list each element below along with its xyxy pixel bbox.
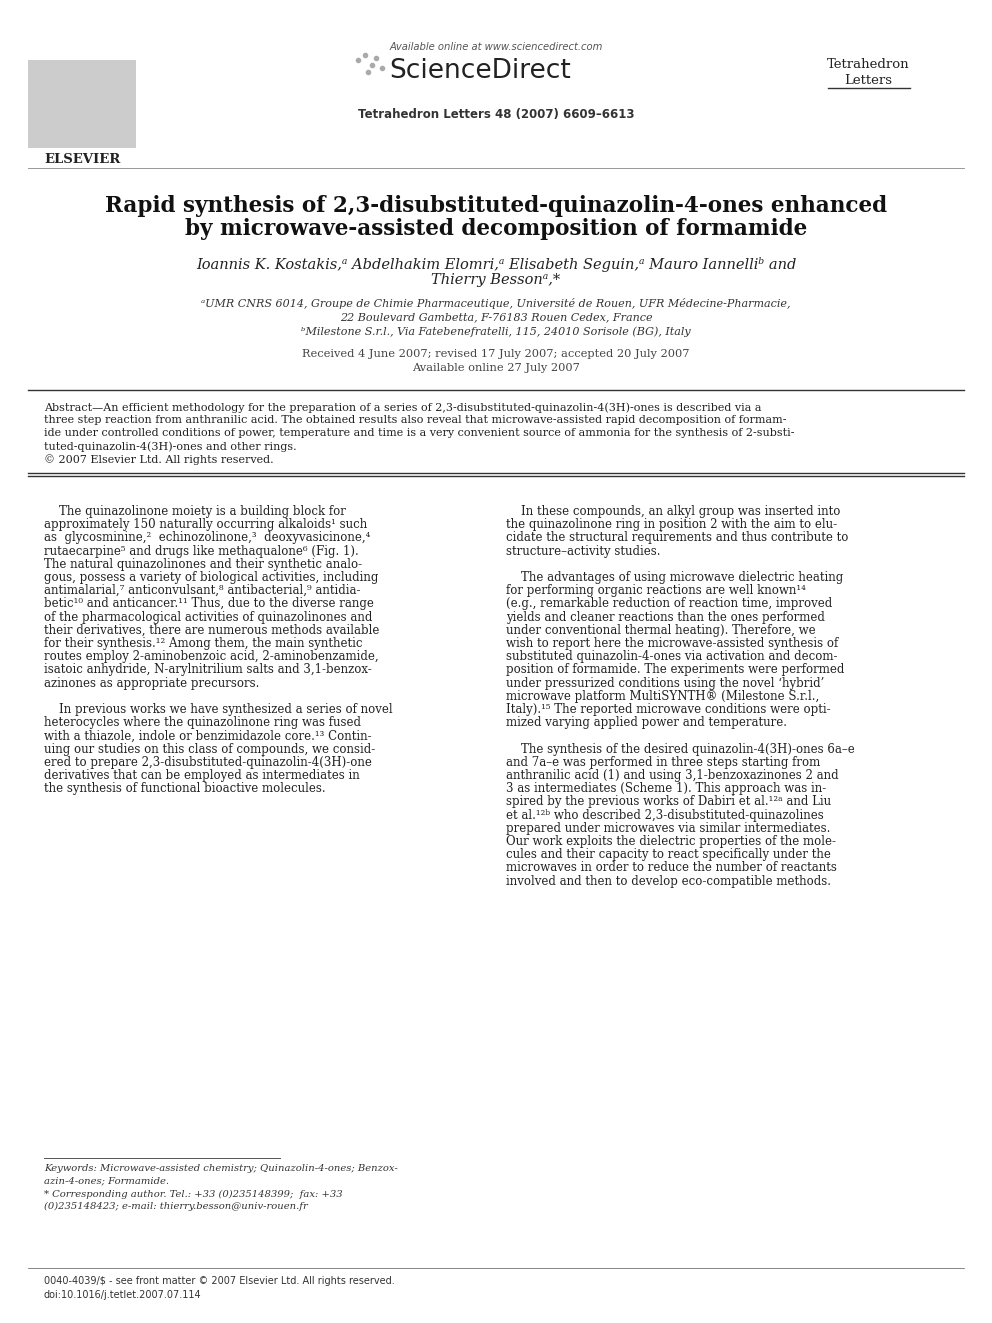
Text: Rapid synthesis of 2,3-disubstituted-quinazolin-4-ones enhanced: Rapid synthesis of 2,3-disubstituted-qui…: [105, 194, 887, 217]
Text: the synthesis of functional bioactive molecules.: the synthesis of functional bioactive mo…: [44, 782, 325, 795]
Text: structure–activity studies.: structure–activity studies.: [506, 545, 661, 557]
Text: microwave platform MultiSYNTH® (Milestone S.r.l.,: microwave platform MultiSYNTH® (Mileston…: [506, 689, 819, 703]
Text: Thierry Bessonᵃ,*: Thierry Bessonᵃ,*: [432, 273, 560, 287]
Text: wish to report here the microwave-assisted synthesis of: wish to report here the microwave-assist…: [506, 636, 838, 650]
Text: ELSEVIER: ELSEVIER: [44, 153, 120, 165]
Bar: [28, 60, 136, 148]
Text: for performing organic reactions are well known¹⁴: for performing organic reactions are wel…: [506, 585, 806, 597]
Text: azinones as appropriate precursors.: azinones as appropriate precursors.: [44, 676, 259, 689]
Text: Available online 27 July 2007: Available online 27 July 2007: [412, 363, 580, 373]
Text: uing our studies on this class of compounds, we consid-: uing our studies on this class of compou…: [44, 742, 375, 755]
Text: ᵃUMR CNRS 6014, Groupe de Chimie Pharmaceutique, Université de Rouen, UFR Médeci: ᵃUMR CNRS 6014, Groupe de Chimie Pharmac…: [201, 298, 791, 310]
Text: approximately 150 naturally occurring alkaloids¹ such: approximately 150 naturally occurring al…: [44, 519, 367, 532]
Text: derivatives that can be employed as intermediates in: derivatives that can be employed as inte…: [44, 769, 360, 782]
Text: by microwave-assisted decomposition of formamide: by microwave-assisted decomposition of f…: [185, 218, 807, 239]
Text: et al.¹²ᵇ who described 2,3-disubstituted-quinazolines: et al.¹²ᵇ who described 2,3-disubstitute…: [506, 808, 823, 822]
Text: The natural quinazolinones and their synthetic analo-: The natural quinazolinones and their syn…: [44, 558, 362, 570]
Text: azin-4-ones; Formamide.: azin-4-ones; Formamide.: [44, 1176, 169, 1185]
Text: involved and then to develop eco-compatible methods.: involved and then to develop eco-compati…: [506, 875, 831, 888]
Text: ered to prepare 2,3-disubstituted-quinazolin-4(3H)-one: ered to prepare 2,3-disubstituted-quinaz…: [44, 755, 372, 769]
Text: under conventional thermal heating). Therefore, we: under conventional thermal heating). The…: [506, 624, 815, 636]
Text: Ioannis K. Kostakis,ᵃ Abdelhakim Elomri,ᵃ Elisabeth Seguin,ᵃ Mauro Iannelliᵇ and: Ioannis K. Kostakis,ᵃ Abdelhakim Elomri,…: [195, 257, 797, 273]
Text: The advantages of using microwave dielectric heating: The advantages of using microwave dielec…: [506, 572, 843, 583]
Text: cidate the structural requirements and thus contribute to: cidate the structural requirements and t…: [506, 532, 848, 544]
Text: (e.g., remarkable reduction of reaction time, improved: (e.g., remarkable reduction of reaction …: [506, 598, 832, 610]
Text: and 7a–e was performed in three steps starting from: and 7a–e was performed in three steps st…: [506, 755, 820, 769]
Text: Keywords: Microwave-assisted chemistry; Quinazolin-4-ones; Benzox-: Keywords: Microwave-assisted chemistry; …: [44, 1164, 398, 1174]
Text: isatoic anhydride, N-arylnitrilium salts and 3,1-benzox-: isatoic anhydride, N-arylnitrilium salts…: [44, 663, 372, 676]
Text: yields and cleaner reactions than the ones performed: yields and cleaner reactions than the on…: [506, 611, 825, 623]
Text: the quinazolinone ring in position 2 with the aim to elu-: the quinazolinone ring in position 2 wit…: [506, 519, 837, 532]
Text: Our work exploits the dielectric properties of the mole-: Our work exploits the dielectric propert…: [506, 835, 836, 848]
Text: * Corresponding author. Tel.: +33 (0)235148399;  fax: +33: * Corresponding author. Tel.: +33 (0)235…: [44, 1189, 342, 1199]
Text: Italy).¹⁵ The reported microwave conditions were opti-: Italy).¹⁵ The reported microwave conditi…: [506, 703, 830, 716]
Text: anthranilic acid (1) and using 3,1-benzoxazinones 2 and: anthranilic acid (1) and using 3,1-benzo…: [506, 769, 838, 782]
Text: 0040-4039/$ - see front matter © 2007 Elsevier Ltd. All rights reserved.: 0040-4039/$ - see front matter © 2007 El…: [44, 1275, 395, 1286]
Text: In previous works we have synthesized a series of novel: In previous works we have synthesized a …: [44, 703, 393, 716]
Text: of the pharmacological activities of quinazolinones and: of the pharmacological activities of qui…: [44, 611, 372, 623]
Text: 22 Boulevard Gambetta, F-76183 Rouen Cedex, France: 22 Boulevard Gambetta, F-76183 Rouen Ced…: [339, 312, 653, 321]
Text: prepared under microwaves via similar intermediates.: prepared under microwaves via similar in…: [506, 822, 830, 835]
Text: rutaecarpine⁵ and drugs like methaqualone⁶ (Fig. 1).: rutaecarpine⁵ and drugs like methaqualon…: [44, 545, 359, 557]
Text: ᵇMilestone S.r.l., Via Fatebenefratelli, 115, 24010 Sorisole (BG), Italy: ᵇMilestone S.r.l., Via Fatebenefratelli,…: [302, 325, 690, 336]
Text: three step reaction from anthranilic acid. The obtained results also reveal that: three step reaction from anthranilic aci…: [44, 415, 787, 425]
Text: as  glycosminine,²  echinozolinone,³  deoxyvasicinone,⁴: as glycosminine,² echinozolinone,³ deoxy…: [44, 532, 370, 544]
Text: The quinazolinone moiety is a building block for: The quinazolinone moiety is a building b…: [44, 505, 346, 519]
Text: their derivatives, there are numerous methods available: their derivatives, there are numerous me…: [44, 624, 379, 636]
Text: microwaves in order to reduce the number of reactants: microwaves in order to reduce the number…: [506, 861, 837, 875]
Text: routes employ 2-aminobenzoic acid, 2-aminobenzamide,: routes employ 2-aminobenzoic acid, 2-ami…: [44, 650, 379, 663]
Text: position of formamide. The experiments were performed: position of formamide. The experiments w…: [506, 663, 844, 676]
Text: for their synthesis.¹² Among them, the main synthetic: for their synthesis.¹² Among them, the m…: [44, 636, 362, 650]
Text: Tetrahedron Letters 48 (2007) 6609–6613: Tetrahedron Letters 48 (2007) 6609–6613: [358, 108, 634, 120]
Text: Tetrahedron: Tetrahedron: [826, 58, 910, 71]
Text: (0)235148423; e-mail: thierry.besson@univ-rouen.fr: (0)235148423; e-mail: thierry.besson@uni…: [44, 1203, 308, 1211]
Text: The synthesis of the desired quinazolin-4(3H)-ones 6a–e: The synthesis of the desired quinazolin-…: [506, 742, 855, 755]
Text: Abstract—An efficient methodology for the preparation of a series of 2,3-disubst: Abstract—An efficient methodology for th…: [44, 402, 762, 413]
Text: 3 as intermediates (Scheme 1). This approach was in-: 3 as intermediates (Scheme 1). This appr…: [506, 782, 826, 795]
Text: heterocycles where the quinazolinone ring was fused: heterocycles where the quinazolinone rin…: [44, 716, 361, 729]
Text: tuted-quinazolin-4(3H)-ones and other rings.: tuted-quinazolin-4(3H)-ones and other ri…: [44, 441, 297, 451]
Text: spired by the previous works of Dabiri et al.¹²ᵃ and Liu: spired by the previous works of Dabiri e…: [506, 795, 831, 808]
Text: antimalarial,⁷ anticonvulsant,⁸ antibacterial,⁹ antidia-: antimalarial,⁷ anticonvulsant,⁸ antibact…: [44, 585, 360, 597]
Text: cules and their capacity to react specifically under the: cules and their capacity to react specif…: [506, 848, 831, 861]
Text: In these compounds, an alkyl group was inserted into: In these compounds, an alkyl group was i…: [506, 505, 840, 519]
Text: mized varying applied power and temperature.: mized varying applied power and temperat…: [506, 716, 787, 729]
Text: ide under controlled conditions of power, temperature and time is a very conveni: ide under controlled conditions of power…: [44, 429, 795, 438]
Text: betic¹⁰ and anticancer.¹¹ Thus, due to the diverse range: betic¹⁰ and anticancer.¹¹ Thus, due to t…: [44, 598, 374, 610]
Text: Received 4 June 2007; revised 17 July 2007; accepted 20 July 2007: Received 4 June 2007; revised 17 July 20…: [303, 349, 689, 359]
Text: gous, possess a variety of biological activities, including: gous, possess a variety of biological ac…: [44, 572, 378, 583]
Text: substituted quinazolin-4-ones via activation and decom-: substituted quinazolin-4-ones via activa…: [506, 650, 837, 663]
Text: under pressurized conditions using the novel ‘hybrid’: under pressurized conditions using the n…: [506, 676, 824, 689]
Text: Letters: Letters: [844, 74, 892, 87]
Text: Available online at www.sciencedirect.com: Available online at www.sciencedirect.co…: [389, 42, 603, 52]
Text: © 2007 Elsevier Ltd. All rights reserved.: © 2007 Elsevier Ltd. All rights reserved…: [44, 454, 274, 464]
Text: doi:10.1016/j.tetlet.2007.07.114: doi:10.1016/j.tetlet.2007.07.114: [44, 1290, 201, 1301]
Text: ScienceDirect: ScienceDirect: [389, 58, 570, 83]
Text: with a thiazole, indole or benzimidazole core.¹³ Contin-: with a thiazole, indole or benzimidazole…: [44, 729, 372, 742]
